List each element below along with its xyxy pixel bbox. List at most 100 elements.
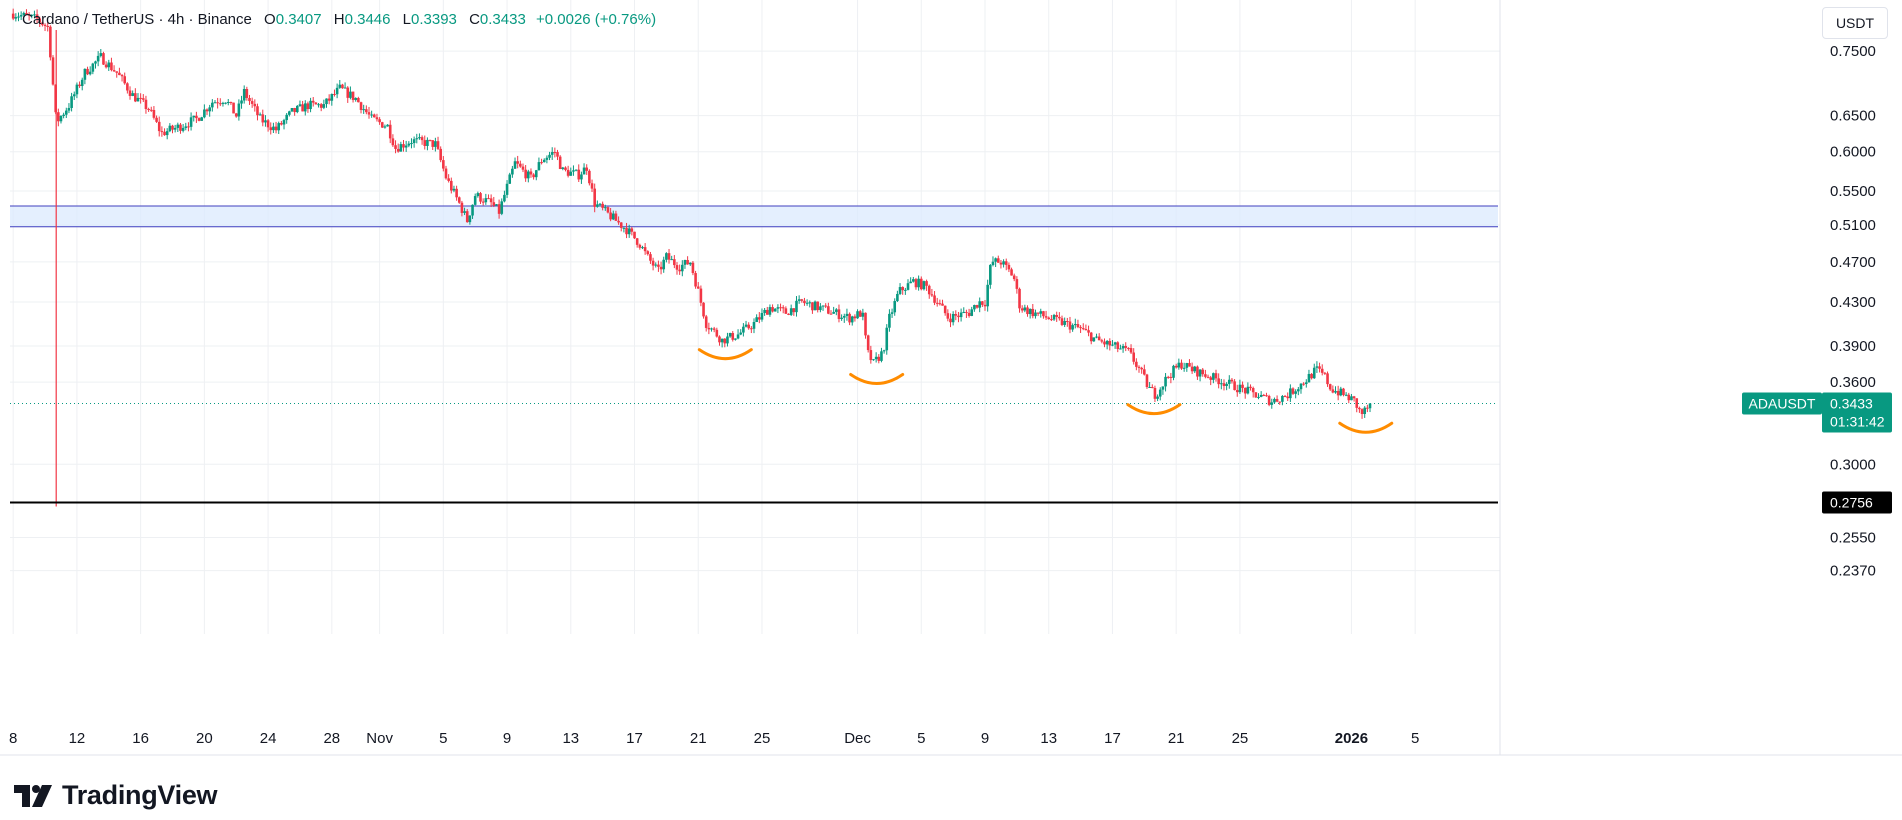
candle-up[interactable]	[890, 312, 894, 314]
candle-down[interactable]	[585, 167, 589, 171]
candle-up[interactable]	[513, 161, 517, 169]
candle-up[interactable]	[189, 117, 193, 127]
candle-up[interactable]	[726, 336, 729, 344]
candle-up[interactable]	[99, 53, 103, 56]
candle-down[interactable]	[216, 102, 219, 104]
candle-up[interactable]	[258, 114, 262, 116]
candle-up[interactable]	[94, 61, 97, 64]
candle-up[interactable]	[534, 170, 538, 178]
candle-down[interactable]	[954, 314, 958, 316]
candle-up[interactable]	[1071, 325, 1074, 330]
candle-up[interactable]	[527, 171, 530, 179]
candle-down[interactable]	[617, 220, 620, 223]
candle-up[interactable]	[596, 204, 599, 207]
candle-up[interactable]	[330, 93, 334, 101]
candle-up[interactable]	[1002, 261, 1005, 265]
candle-up[interactable]	[407, 143, 411, 146]
candle-down[interactable]	[943, 305, 947, 314]
candle-up[interactable]	[415, 138, 419, 140]
candle-up[interactable]	[768, 307, 772, 315]
candle-down[interactable]	[1286, 396, 1290, 399]
candle-down[interactable]	[394, 145, 397, 149]
candle-down[interactable]	[359, 102, 363, 110]
candle-down[interactable]	[1031, 308, 1035, 317]
candle-up[interactable]	[1092, 337, 1096, 342]
candle-down[interactable]	[1007, 264, 1011, 270]
candle-down[interactable]	[269, 127, 273, 131]
candle-up[interactable]	[1193, 366, 1197, 372]
last-price-tag[interactable]	[1822, 392, 1892, 433]
candle-down[interactable]	[609, 212, 612, 220]
candle-down[interactable]	[365, 109, 368, 113]
candle-down[interactable]	[747, 324, 750, 329]
candle-up[interactable]	[739, 332, 743, 335]
candle-up[interactable]	[500, 201, 504, 214]
candle-up[interactable]	[835, 309, 838, 312]
candle-up[interactable]	[861, 312, 865, 317]
candle-up[interactable]	[237, 103, 241, 117]
candle-down[interactable]	[1010, 269, 1013, 276]
candle-up[interactable]	[468, 215, 472, 223]
symbol-price-tag[interactable]	[1742, 392, 1822, 415]
candle-down[interactable]	[731, 333, 735, 340]
candle-down[interactable]	[147, 108, 150, 110]
candle-down[interactable]	[675, 265, 679, 270]
candle-up[interactable]	[909, 281, 912, 284]
candle-up[interactable]	[192, 115, 196, 118]
candle-up[interactable]	[882, 350, 886, 352]
candle-down[interactable]	[314, 102, 318, 105]
candle-down[interactable]	[1241, 384, 1244, 388]
candle-down[interactable]	[487, 198, 490, 200]
candle-down[interactable]	[1015, 279, 1019, 289]
candle-down[interactable]	[1166, 376, 1170, 378]
candle-up[interactable]	[1350, 396, 1353, 401]
candle-up[interactable]	[1161, 386, 1165, 390]
candle-down[interactable]	[696, 286, 700, 289]
candle-down[interactable]	[593, 188, 596, 207]
candle-down[interactable]	[78, 84, 81, 87]
candle-down[interactable]	[691, 262, 695, 274]
candle-down[interactable]	[51, 57, 55, 85]
candle-up[interactable]	[22, 12, 26, 16]
candle-up[interactable]	[973, 305, 976, 310]
candle-up[interactable]	[1158, 389, 1162, 397]
candle-up[interactable]	[83, 68, 87, 80]
candle-down[interactable]	[57, 112, 60, 122]
candle-up[interactable]	[290, 107, 294, 112]
candle-down[interactable]	[1153, 387, 1157, 399]
candle-down[interactable]	[601, 203, 604, 208]
candle-up[interactable]	[1246, 386, 1250, 394]
candle-down[interactable]	[118, 72, 121, 76]
candle-down[interactable]	[1326, 373, 1329, 385]
candle-up[interactable]	[898, 287, 902, 294]
candle-up[interactable]	[19, 15, 23, 17]
candle-down[interactable]	[431, 140, 435, 147]
candle-down[interactable]	[1135, 361, 1138, 367]
candle-up[interactable]	[1257, 396, 1260, 398]
candle-up[interactable]	[476, 193, 480, 197]
candle-down[interactable]	[1055, 314, 1058, 317]
low-highlight-arc[interactable]	[1126, 403, 1182, 416]
candle-up[interactable]	[282, 120, 286, 125]
candle-up[interactable]	[574, 169, 578, 171]
candle-up[interactable]	[426, 139, 429, 146]
candle-down[interactable]	[811, 302, 814, 311]
candle-down[interactable]	[606, 207, 610, 213]
candle-down[interactable]	[633, 231, 636, 239]
candle-down[interactable]	[1217, 378, 1220, 385]
candle-up[interactable]	[322, 104, 326, 108]
candle-up[interactable]	[14, 17, 18, 19]
candle-up[interactable]	[1339, 388, 1343, 396]
candle-down[interactable]	[1004, 261, 1008, 265]
candle-down[interactable]	[229, 102, 233, 104]
candle-down[interactable]	[1169, 376, 1173, 378]
candle-down[interactable]	[1291, 388, 1295, 394]
candle-down[interactable]	[110, 62, 113, 71]
candle-down[interactable]	[123, 76, 127, 84]
candle-up[interactable]	[994, 258, 997, 262]
candle-up[interactable]	[1225, 383, 1228, 387]
candle-down[interactable]	[532, 174, 535, 178]
candle-down[interactable]	[442, 160, 445, 169]
candle-down[interactable]	[765, 309, 769, 315]
